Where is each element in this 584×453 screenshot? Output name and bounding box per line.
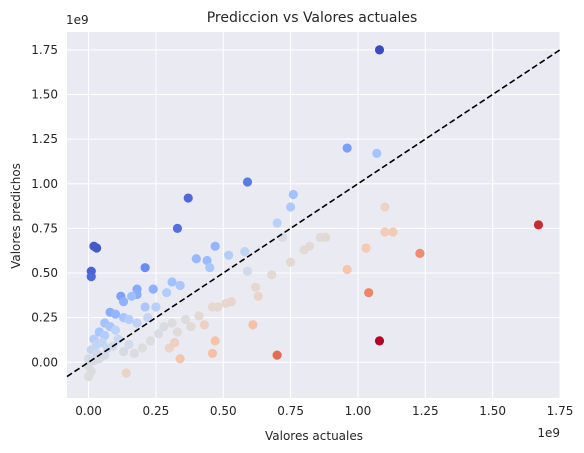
x-tick-label: 0.00 [75,404,102,418]
data-point [83,371,94,382]
y-tick-label: 1.25 [31,132,58,146]
data-point [242,266,253,276]
data-point [380,227,390,237]
data-point [272,350,282,360]
data-point [224,250,234,260]
data-point [253,291,263,301]
data-point [124,339,134,350]
data-point [92,243,102,253]
data-point [175,280,185,291]
data-point [213,302,223,312]
data-point [175,354,185,364]
data-point [140,302,150,312]
data-point [153,329,164,339]
data-point [415,248,425,258]
data-point [388,227,398,237]
y-tick-label: 0.50 [31,266,58,280]
data-point [167,318,177,328]
grid-lines [67,32,561,398]
x-tick-label: 1.25 [412,404,439,418]
data-point [172,223,183,233]
data-point [272,218,282,228]
x-tick-label: 0.50 [210,404,237,418]
data-point [194,311,204,321]
data-point [124,314,134,325]
data-point [183,193,193,203]
data-point [137,343,148,353]
y-tick-labels: 0.00 0.25 0.50 0.75 1.00 1.25 1.50 1.75 [31,43,58,369]
data-point [148,284,158,294]
data-point [132,318,142,328]
data-point [145,336,156,346]
data-point [288,189,298,200]
x-axis-offset-text: 1e9 [537,426,560,440]
data-point [342,143,352,153]
x-tick-label: 1.00 [345,404,372,418]
data-point [170,338,180,348]
data-point [172,327,183,337]
data-point [374,45,385,55]
y-tick-label: 0.00 [31,355,58,369]
x-tick-label: 1.75 [547,404,574,418]
data-point [143,313,153,323]
y-axis-label: Valores predichos [9,163,23,269]
data-point [226,296,236,307]
data-point [248,320,258,330]
plot-area [67,32,560,398]
data-point [210,336,220,346]
y-tick-label: 0.25 [31,311,58,325]
x-tick-label: 0.75 [277,404,304,418]
data-point [121,368,131,378]
data-point [202,255,212,266]
data-point [191,254,201,264]
data-point [127,291,137,301]
data-point [321,232,331,242]
data-point [199,320,209,330]
y-tick-label: 1.00 [31,177,58,191]
data-point [140,263,150,273]
data-point [100,330,110,341]
data-point [364,288,374,298]
scatter-points [83,45,544,382]
data-point [186,321,196,332]
data-point [342,264,352,275]
data-point [361,243,371,253]
data-point [110,325,121,335]
y-tick-label: 1.75 [31,43,58,57]
x-axis-label: Valores actuales [265,429,363,443]
data-point [533,220,544,230]
data-point [159,321,169,332]
data-point [110,309,121,319]
data-point [286,257,296,267]
data-point [374,336,385,346]
data-point [286,202,296,212]
data-point [242,177,253,187]
data-point [180,314,191,325]
data-point [167,277,177,287]
x-tick-labels: 0.00 0.25 0.50 0.75 1.00 1.25 1.50 1.75 [75,404,573,418]
x-tick-label: 0.25 [143,404,170,418]
data-point [210,241,220,251]
data-point [267,270,277,280]
y-tick-label: 1.50 [31,87,58,101]
data-point [151,302,161,312]
data-point [162,288,172,298]
data-point [205,263,215,273]
data-point [207,348,218,358]
y-axis-offset-text: 1e9 [66,13,89,27]
data-point [304,241,315,251]
data-point [129,348,139,358]
data-point [372,148,382,159]
y-tick-label: 0.75 [31,221,58,235]
data-point [250,282,261,292]
data-point [118,346,129,357]
data-point [118,296,129,307]
x-tick-label: 1.50 [479,404,506,418]
chart-title: Prediccion vs Valores actuales [207,10,418,26]
data-point [277,232,288,242]
data-point [240,247,250,257]
data-point [380,202,390,212]
data-point [86,271,96,282]
